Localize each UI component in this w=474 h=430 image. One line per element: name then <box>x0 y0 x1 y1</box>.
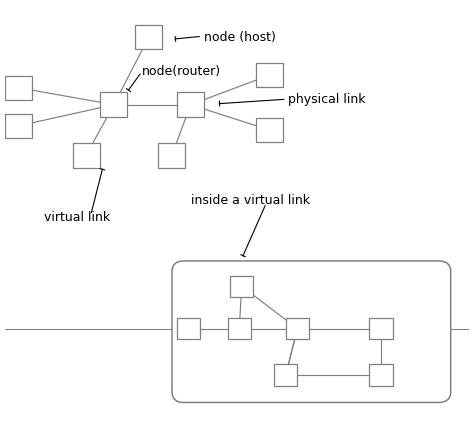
Bar <box>135 26 162 50</box>
Text: node(router): node(router) <box>142 65 221 78</box>
Bar <box>158 144 185 168</box>
Bar <box>369 318 392 339</box>
Bar <box>256 119 283 143</box>
Bar <box>256 64 283 88</box>
Bar <box>230 276 253 297</box>
Text: inside a virtual link: inside a virtual link <box>191 194 310 207</box>
Text: physical link: physical link <box>288 92 365 106</box>
Text: virtual link: virtual link <box>44 211 110 224</box>
Bar <box>5 114 32 139</box>
Bar <box>177 318 200 339</box>
Bar <box>369 365 392 386</box>
FancyBboxPatch shape <box>172 261 451 402</box>
Bar <box>73 144 100 168</box>
Bar <box>228 318 251 339</box>
Text: node (host): node (host) <box>204 31 276 44</box>
Bar <box>274 365 297 386</box>
Bar <box>5 77 32 101</box>
Bar <box>177 93 204 118</box>
Bar <box>100 93 128 118</box>
Bar <box>286 318 309 339</box>
